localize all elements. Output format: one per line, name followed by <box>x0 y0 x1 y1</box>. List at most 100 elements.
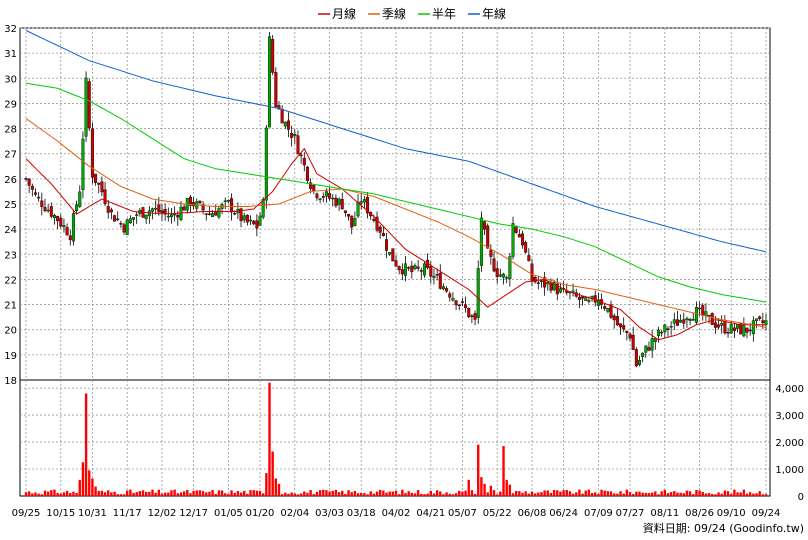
candle-body <box>625 331 629 333</box>
volume-bar <box>315 492 319 496</box>
volume-bar <box>546 490 549 496</box>
candle-body <box>701 305 705 316</box>
volume-bar <box>37 493 40 496</box>
price-tick-label: 20 <box>4 326 17 337</box>
x-tick-label: 07/09 <box>584 508 613 519</box>
candle-body <box>397 266 401 271</box>
candle-body <box>217 208 221 218</box>
candle-body <box>258 215 262 226</box>
volume-bar <box>189 493 192 496</box>
volume-bar <box>328 491 331 496</box>
volume-bar <box>366 494 369 496</box>
candle-body <box>37 196 41 199</box>
candle-body <box>666 328 670 330</box>
candle-body <box>739 323 743 335</box>
volume-bar <box>211 490 214 496</box>
volume-bar <box>401 489 404 496</box>
candle-body <box>372 218 376 221</box>
volume-bar <box>676 492 679 496</box>
candle-body <box>391 248 395 262</box>
candle-body <box>656 329 660 336</box>
volume-bar <box>148 491 151 496</box>
volume-bar <box>100 490 104 496</box>
candle-body <box>264 127 268 201</box>
volume-bar <box>94 486 97 496</box>
candle-body <box>628 333 632 339</box>
volume-bar <box>186 490 189 496</box>
candle-body <box>644 345 648 353</box>
candle-body <box>755 318 759 322</box>
volume-bar <box>461 491 464 496</box>
volume-bar <box>173 489 176 496</box>
candle-body <box>457 304 461 307</box>
volume-bar <box>423 494 426 496</box>
candle-body <box>378 226 382 233</box>
candle-body <box>723 321 727 334</box>
candle-body <box>549 283 553 291</box>
volume-bar <box>448 493 451 496</box>
candle-body <box>75 204 79 212</box>
volume-bar <box>84 393 88 496</box>
x-tick-label: 09/24 <box>752 508 781 519</box>
volume-bar <box>609 491 613 496</box>
candle-body <box>343 210 347 214</box>
volume-bar <box>739 492 742 496</box>
volume-bar <box>372 493 376 496</box>
volume-bar <box>439 491 442 496</box>
candle-body <box>486 225 490 249</box>
candle-body <box>761 320 765 324</box>
x-tick-label: 05/22 <box>483 508 512 519</box>
volume-bar <box>176 493 179 496</box>
candle-body <box>517 234 521 238</box>
candle-body <box>214 211 218 216</box>
volume-bar <box>375 491 379 496</box>
candle-body <box>239 208 243 222</box>
candle-body <box>388 252 392 255</box>
candle-body <box>612 315 616 321</box>
price-tick-label: 28 <box>4 125 17 136</box>
volume-bar <box>654 491 657 496</box>
candle-body <box>694 307 698 323</box>
legend-label-1: 季線 <box>382 6 406 21</box>
candle-body <box>660 331 664 334</box>
candle-body <box>201 204 205 211</box>
volume-bar <box>644 492 648 496</box>
volume-bar <box>78 479 81 496</box>
candle-body <box>350 215 354 228</box>
volume-bar <box>613 493 616 496</box>
candle-body <box>280 108 284 124</box>
volume-bar <box>733 489 736 496</box>
candle-body <box>606 307 610 312</box>
candle-body <box>176 214 180 218</box>
volume-bar <box>540 492 543 496</box>
volume-bar <box>669 492 673 496</box>
candle-body <box>125 219 129 236</box>
volume-tick-label: 3,000 <box>775 411 804 422</box>
candle-body <box>56 216 60 222</box>
candle-body <box>106 206 110 213</box>
volume-bar <box>492 490 496 496</box>
candle-body <box>476 268 480 318</box>
volume-bar <box>565 489 568 496</box>
x-tick-label: 04/21 <box>416 508 445 519</box>
volume-tick-label: 2,000 <box>775 438 804 449</box>
candle-body <box>154 208 158 210</box>
volume-bar <box>40 494 44 496</box>
volume-bar <box>562 490 565 496</box>
candle-body <box>619 323 623 328</box>
volume-bar <box>505 479 508 496</box>
candle-body <box>356 202 360 217</box>
candle-body <box>647 347 651 351</box>
candle-body <box>631 334 635 350</box>
volume-bar <box>50 490 53 496</box>
volume-bar <box>344 494 347 496</box>
candle-body <box>109 209 113 213</box>
x-tick-label: 01/05 <box>214 508 243 519</box>
candle-body <box>445 288 449 292</box>
volume-bar <box>508 484 512 496</box>
x-tick-label: 12/02 <box>148 508 177 519</box>
volume-bar <box>356 493 360 496</box>
volume-bar <box>360 492 363 496</box>
x-tick-label: 01/20 <box>246 508 275 519</box>
volume-bar <box>331 490 334 496</box>
